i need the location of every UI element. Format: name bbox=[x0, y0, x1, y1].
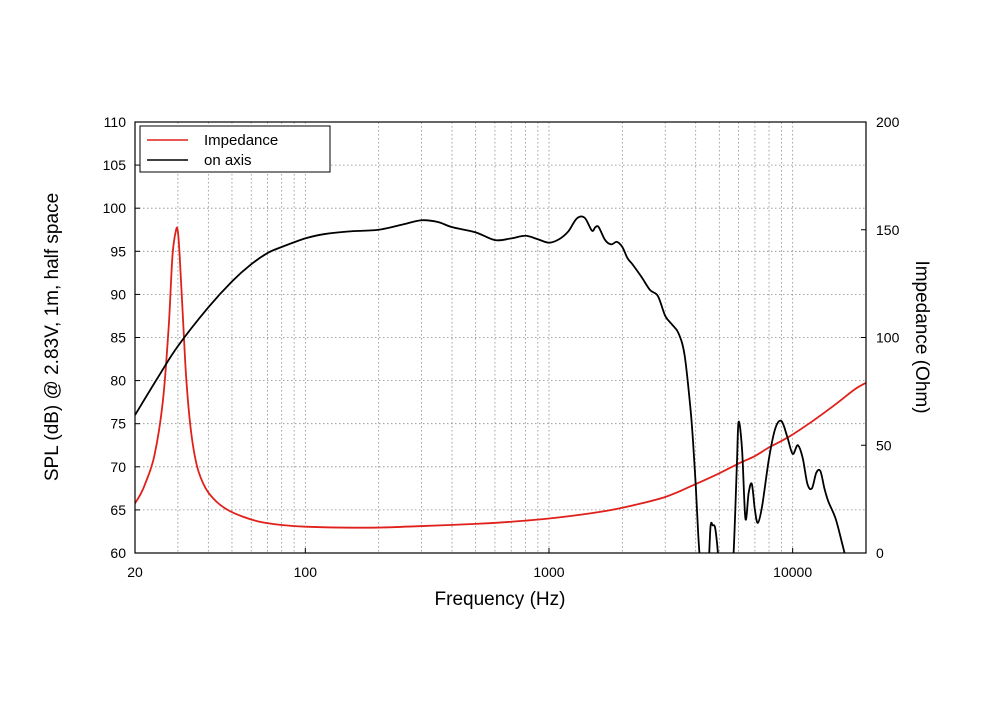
plot-area bbox=[135, 215, 866, 553]
x-axis-title: Frequency (Hz) bbox=[435, 589, 566, 610]
y-tick-label: 80 bbox=[110, 373, 126, 389]
y-tick-label: 90 bbox=[110, 286, 126, 302]
x-tick-label: 20 bbox=[127, 564, 143, 580]
y-tick-label: 100 bbox=[103, 200, 127, 216]
legend-box bbox=[139, 125, 331, 173]
y2-tick-label: 50 bbox=[876, 437, 892, 453]
series-line-impedance bbox=[135, 226, 866, 529]
y-tick-label: 85 bbox=[110, 330, 126, 346]
y2-axis-title: Impedance (Ohm) bbox=[911, 260, 932, 413]
y-tick-label: 70 bbox=[110, 459, 126, 475]
y2-tick-label: 200 bbox=[876, 114, 900, 130]
y-axis-title: SPL (dB) @ 2.83V, 1m, half space bbox=[42, 193, 63, 481]
y2-tick-label: 0 bbox=[876, 545, 884, 561]
series-line-on-axis bbox=[135, 215, 846, 553]
legend: Impedance on axis bbox=[139, 125, 331, 173]
legend-spl-label: on axis bbox=[204, 152, 252, 169]
y-tick-label: 95 bbox=[110, 243, 126, 259]
y-tick-label: 105 bbox=[103, 157, 127, 173]
y2-tick-label: 150 bbox=[876, 222, 900, 238]
x-tick-label: 100 bbox=[294, 564, 318, 580]
y2-tick-label: 100 bbox=[876, 330, 900, 346]
y-tick-label: 60 bbox=[110, 545, 126, 561]
y-tick-label: 65 bbox=[110, 502, 126, 518]
grid bbox=[135, 122, 866, 553]
legend-impedance-label: Impedance bbox=[204, 132, 278, 149]
y-tick-label: 110 bbox=[104, 114, 127, 130]
y-tick-label: 75 bbox=[110, 416, 126, 432]
x-tick-label: 10000 bbox=[773, 564, 812, 580]
tick-labels: 20 100 1000 10000 60 65 70 75 80 85 90 95 100 105 110 0… bbox=[103, 114, 900, 580]
x-tick-label: 1000 bbox=[533, 564, 564, 580]
